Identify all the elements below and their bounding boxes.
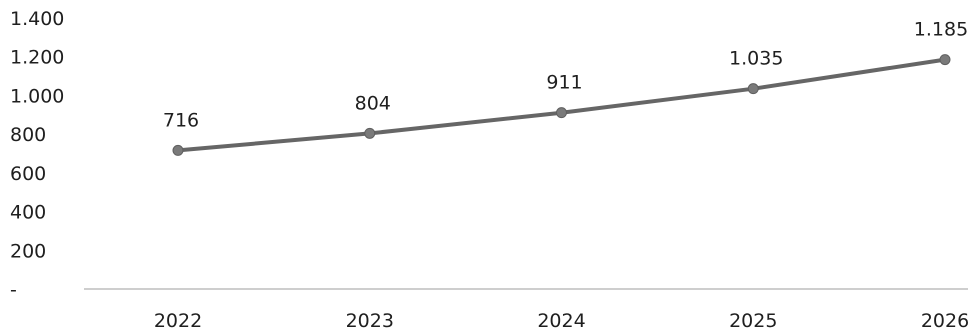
x-tick-label: 2025	[729, 310, 777, 332]
y-tick-label: 600	[10, 163, 46, 185]
data-label: 1.035	[729, 48, 783, 70]
x-tick-label: 2023	[346, 310, 394, 332]
data-labels: 716 804 911 1.035 1.185	[163, 19, 968, 132]
x-tick-label: 2026	[921, 310, 969, 332]
y-tick-label: 1.000	[10, 85, 64, 107]
data-label: 716	[163, 109, 199, 131]
x-tick-label: 2022	[154, 310, 202, 332]
y-tick-label: 200	[10, 240, 46, 262]
data-point	[747, 83, 759, 95]
data-label: 911	[546, 72, 582, 94]
y-tick-label: 1.200	[10, 47, 64, 69]
data-label: 1.185	[914, 19, 968, 41]
data-point	[556, 107, 567, 119]
data-point	[172, 144, 184, 156]
data-point	[939, 54, 951, 66]
data-point	[364, 127, 376, 139]
data-points	[172, 54, 951, 156]
y-axis-tick-labels: - 200 400 600 800 1.000 1.200 1.400	[10, 8, 64, 301]
data-label: 804	[355, 92, 391, 114]
x-tick-label: 2024	[537, 310, 585, 332]
y-tick-label: 400	[10, 202, 46, 224]
y-tick-label: 1.400	[10, 8, 64, 30]
y-tick-label: -	[10, 279, 17, 301]
x-axis-tick-labels: 2022 2023 2024 2025 2026	[154, 310, 969, 332]
y-tick-label: 800	[10, 124, 46, 146]
